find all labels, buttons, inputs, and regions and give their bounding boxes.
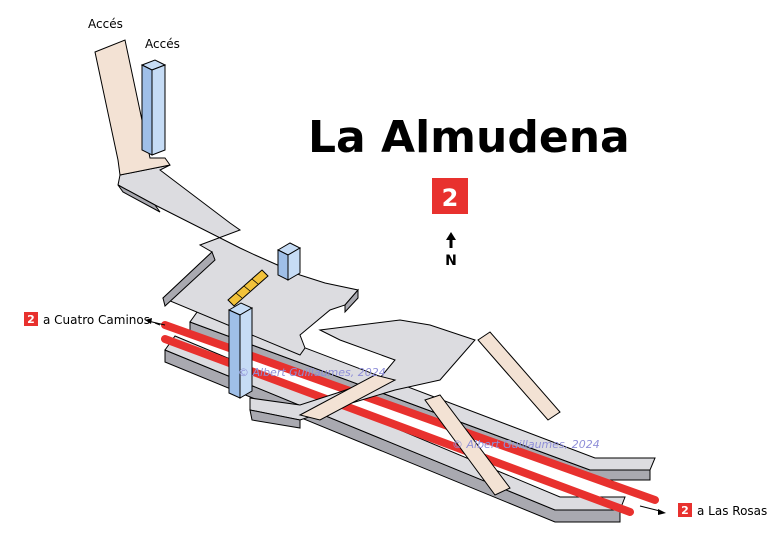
direction-cuatro-caminos: 2 a Cuatro Caminos <box>24 312 166 327</box>
watermark: © Albert Guillaumes, 2024 <box>238 366 386 379</box>
direction-badge-number: 2 <box>27 313 35 326</box>
stairs <box>227 269 269 307</box>
watermark: © Albert Guillaumes, 2024 <box>452 438 600 451</box>
concourse <box>117 164 359 356</box>
arrow-right-icon <box>658 509 666 515</box>
station-title: La Almudena <box>308 112 630 163</box>
transfer-ramps <box>298 331 561 496</box>
direction-label: a Las Rosas <box>697 504 767 518</box>
mezzanine <box>249 319 476 429</box>
access-label-1: Accés <box>88 17 123 31</box>
direction-badge-number: 2 <box>681 504 689 517</box>
access-shaft-1 <box>140 59 167 156</box>
access-corridor <box>94 39 171 176</box>
lift-shaft <box>227 302 254 399</box>
access-shaft-2 <box>276 242 302 281</box>
line-badge-number: 2 <box>442 184 459 212</box>
direction-label: a Cuatro Caminos <box>43 313 150 327</box>
north-arrow-icon <box>446 232 456 248</box>
arrow-left-icon <box>145 318 152 324</box>
north-label: N <box>445 253 457 269</box>
access-label-2: Accés <box>145 37 180 51</box>
direction-las-rosas: 2 a Las Rosas <box>639 503 767 518</box>
line-badge: 2 <box>432 178 468 214</box>
